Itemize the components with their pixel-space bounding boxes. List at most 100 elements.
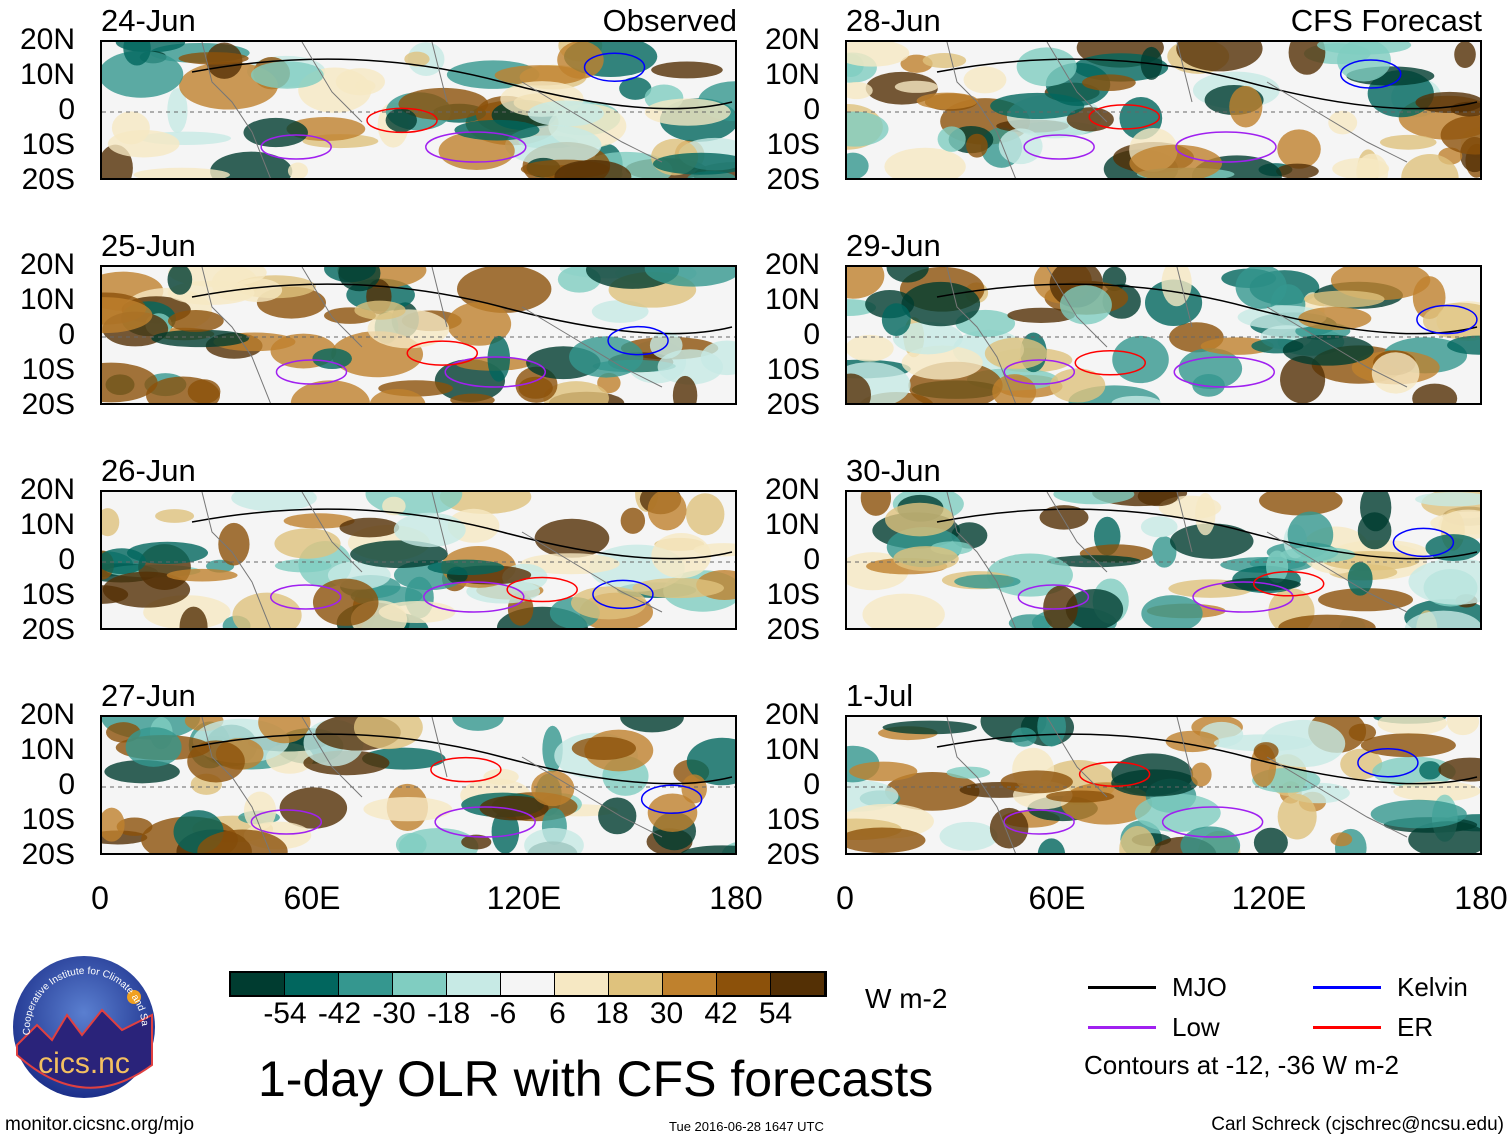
colorbar-swatch (501, 973, 555, 995)
low-contour (250, 809, 323, 835)
olr-anomaly-blob (102, 571, 191, 608)
lon-label: 120E (486, 880, 562, 916)
olr-anomaly-blob (1356, 153, 1389, 178)
olr-anomaly-blob (1190, 762, 1212, 787)
olr-anomaly-blob (1259, 492, 1343, 516)
er-contour (366, 107, 438, 134)
olr-map-panel (845, 40, 1482, 180)
olr-anomaly-blob (992, 374, 1037, 403)
lat-label: 10S (21, 578, 75, 611)
colorbar-swatch (339, 973, 393, 995)
olr-anomaly-blob (350, 540, 448, 568)
olr-anomaly-blob (355, 79, 376, 93)
olr-anomaly-blob (892, 321, 963, 355)
olr-anomaly-blob (1330, 832, 1353, 847)
olr-anomaly-blob (1170, 523, 1254, 559)
olr-anomaly-blob (1112, 335, 1169, 384)
olr-map-panel (100, 715, 737, 855)
olr-anomaly-blob (1039, 505, 1089, 530)
low-contour (1023, 134, 1095, 160)
olr-anomaly-blob (155, 509, 195, 523)
olr-anomaly-blob (385, 108, 417, 133)
colorbar-swatch (447, 973, 501, 995)
legend-line (1088, 1026, 1156, 1029)
olr-anomaly-blob (894, 80, 938, 93)
panel-date: 29-Jun (846, 228, 941, 263)
lat-label: 0 (58, 543, 75, 576)
lon-label: 120E (1231, 880, 1307, 916)
low-contour (423, 581, 525, 613)
olr-anomaly-blob (685, 493, 725, 536)
olr-map-panel (100, 490, 737, 630)
olr-anomaly-blob (197, 829, 288, 853)
olr-anomaly-blob (885, 771, 980, 811)
olr-anomaly-blob (354, 300, 406, 320)
olr-anomaly-blob (847, 42, 910, 67)
coastline (201, 717, 663, 853)
coastline (946, 42, 1408, 178)
olr-anomaly-blob (483, 768, 519, 785)
olr-anomaly-blob (126, 541, 209, 565)
olr-anomaly-blob (849, 761, 918, 782)
olr-anomaly-blob (491, 809, 520, 853)
mjo-contour (936, 733, 1478, 785)
olr-anomaly-blob (1229, 85, 1263, 128)
olr-anomaly-blob (123, 42, 151, 66)
olr-anomaly-blob (571, 736, 637, 760)
coastline (946, 717, 1408, 853)
low-contour (1161, 806, 1264, 838)
olr-anomaly-blob (312, 578, 379, 626)
olr-anomaly-blob (1347, 561, 1373, 596)
olr-anomaly-blob (571, 586, 647, 620)
lon-label: 180 (1454, 880, 1508, 916)
lat-label: 20S (21, 163, 75, 196)
olr-anomaly-blob (520, 553, 620, 575)
olr-anomaly-blob (369, 388, 426, 403)
olr-anomaly-blob (290, 380, 370, 403)
low-contour (260, 134, 332, 160)
olr-map-panel (845, 490, 1482, 630)
olr-anomaly-blob (657, 349, 724, 385)
coastline (201, 492, 663, 628)
olr-anomaly-blob (1195, 492, 1216, 536)
olr-anomaly-blob (125, 727, 182, 767)
olr-anomaly-blob (102, 807, 125, 842)
footer-url[interactable]: monitor.cicsnc.org/mjo (5, 1114, 195, 1135)
mjo-contour (191, 733, 733, 785)
colorbar-swatch (285, 973, 339, 995)
olr-map-panel (100, 40, 737, 180)
olr-anomaly-blob (620, 717, 684, 733)
olr-anomaly-blob (680, 845, 735, 853)
olr-anomaly-blob (250, 61, 324, 89)
lon-label: 60E (283, 880, 341, 916)
olr-anomaly-blob (1393, 781, 1480, 802)
legend-label: ER (1397, 1012, 1434, 1042)
lat-label: 0 (803, 93, 820, 126)
lat-label: 0 (803, 318, 820, 351)
lat-label: 20S (21, 613, 75, 646)
olr-anomaly-blob (151, 329, 250, 348)
olr-anomaly-blob (884, 147, 966, 178)
olr-anomaly-blob (1235, 267, 1287, 309)
lat-label: 10S (21, 803, 75, 836)
olr-anomaly-blob (1303, 290, 1385, 308)
mjo-contour (191, 508, 733, 560)
olr-anomaly-blob (167, 267, 193, 295)
olr-anomaly-blob (1438, 509, 1480, 540)
footer-author: Carl Schreck (cjschrec@ncsu.edu) (1211, 1114, 1504, 1135)
lat-label: 20N (19, 248, 75, 281)
olr-anomaly-blob (1277, 129, 1321, 169)
lat-label: 10S (21, 128, 75, 161)
olr-anomaly-blob (847, 152, 869, 178)
olr-anomaly-blob (1282, 334, 1374, 366)
olr-anomaly-blob (107, 129, 180, 158)
olr-anomaly-blob (1298, 306, 1372, 331)
olr-anomaly-blob (1328, 110, 1358, 135)
olr-anomaly-blob (1129, 144, 1223, 178)
olr-anomaly-blob (102, 508, 120, 537)
colorbar-tick: -54 (263, 997, 307, 1030)
olr-anomaly-blob (632, 578, 724, 599)
lat-label: 20N (19, 473, 75, 506)
mjo-contour (936, 508, 1478, 560)
olr-anomaly-blob (886, 267, 929, 283)
